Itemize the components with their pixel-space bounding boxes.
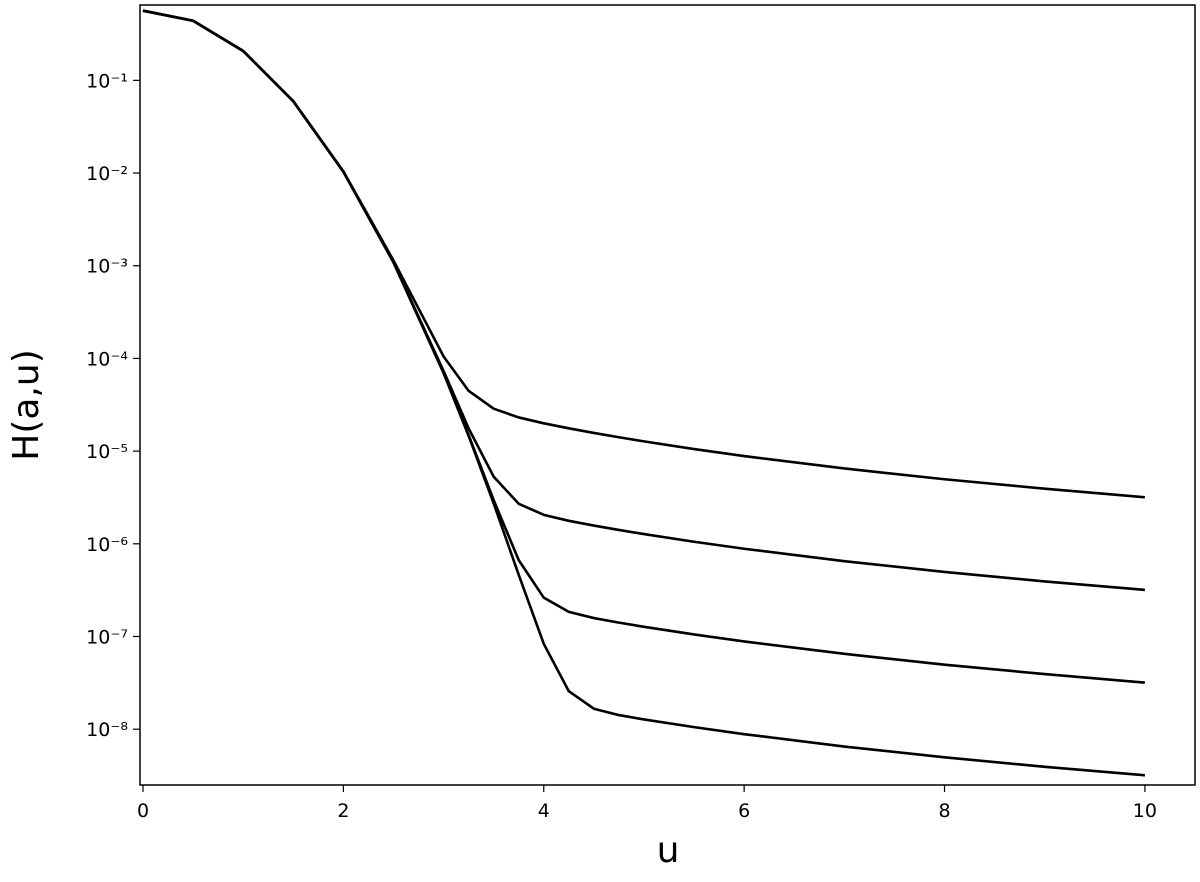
plot-frame bbox=[139, 4, 1196, 786]
x-tick-label: 2 bbox=[337, 800, 349, 822]
x-tick-label: 6 bbox=[738, 800, 750, 822]
y-tick-label: 10⁻⁴ bbox=[86, 348, 128, 370]
y-tick-label: 10⁻² bbox=[86, 163, 128, 185]
line-series bbox=[142, 9, 1146, 777]
x-axis-label: u bbox=[657, 830, 680, 871]
x-tick-label: 4 bbox=[538, 800, 550, 822]
x-tick-label: 8 bbox=[938, 800, 950, 822]
line-series bbox=[142, 9, 1146, 684]
y-tick-label: 10⁻³ bbox=[86, 256, 128, 278]
x-tick-label: 0 bbox=[137, 800, 149, 822]
line-series bbox=[142, 9, 1146, 499]
x-tick-label: 10 bbox=[1133, 800, 1157, 822]
y-tick-label: 10⁻⁵ bbox=[86, 441, 128, 463]
y-tick-label: 10⁻⁸ bbox=[86, 719, 128, 741]
y-tick-label: 10⁻⁶ bbox=[86, 534, 128, 556]
y-axis-label: H(a,u) bbox=[6, 349, 47, 460]
y-tick-label: 10⁻¹ bbox=[86, 70, 128, 92]
line-series bbox=[142, 9, 1146, 592]
y-tick-label: 10⁻⁷ bbox=[86, 627, 128, 649]
